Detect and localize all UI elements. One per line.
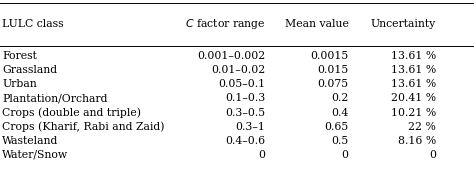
Text: 10.21 %: 10.21 % — [391, 108, 436, 117]
Text: 0.01–0.02: 0.01–0.02 — [211, 65, 265, 75]
Text: 0: 0 — [258, 150, 265, 160]
Text: $C$ factor range: $C$ factor range — [185, 17, 265, 31]
Text: 22 %: 22 % — [408, 122, 436, 131]
Text: 0.5: 0.5 — [331, 136, 348, 146]
Text: 0.4–0.6: 0.4–0.6 — [225, 136, 265, 146]
Text: LULC class: LULC class — [2, 19, 64, 29]
Text: Forest: Forest — [2, 51, 37, 61]
Text: Crops (double and triple): Crops (double and triple) — [2, 107, 141, 118]
Text: 0.015: 0.015 — [317, 65, 348, 75]
Text: 20.41 %: 20.41 % — [391, 94, 436, 103]
Text: 0.075: 0.075 — [317, 80, 348, 89]
Text: 13.61 %: 13.61 % — [391, 80, 436, 89]
Text: 0.001–0.002: 0.001–0.002 — [197, 51, 265, 61]
Text: Mean value: Mean value — [284, 19, 348, 29]
Text: 0: 0 — [341, 150, 348, 160]
Text: 0.4: 0.4 — [331, 108, 348, 117]
Text: 0.3–0.5: 0.3–0.5 — [225, 108, 265, 117]
Text: 0.2: 0.2 — [331, 94, 348, 103]
Text: 8.16 %: 8.16 % — [398, 136, 436, 146]
Text: Water/Snow: Water/Snow — [2, 150, 69, 160]
Text: Uncertainty: Uncertainty — [371, 19, 436, 29]
Text: Plantation/Orchard: Plantation/Orchard — [2, 94, 108, 103]
Text: 0.3–1: 0.3–1 — [236, 122, 265, 131]
Text: 13.61 %: 13.61 % — [391, 51, 436, 61]
Text: 0.0015: 0.0015 — [310, 51, 348, 61]
Text: 0.1–0.3: 0.1–0.3 — [225, 94, 265, 103]
Text: 0.65: 0.65 — [324, 122, 348, 131]
Text: 0.05–0.1: 0.05–0.1 — [219, 80, 265, 89]
Text: Urban: Urban — [2, 80, 37, 89]
Text: Grassland: Grassland — [2, 65, 57, 75]
Text: Crops (Kharif, Rabi and Zaid): Crops (Kharif, Rabi and Zaid) — [2, 121, 165, 132]
Text: 0: 0 — [429, 150, 436, 160]
Text: 13.61 %: 13.61 % — [391, 65, 436, 75]
Text: Wasteland: Wasteland — [2, 136, 59, 146]
